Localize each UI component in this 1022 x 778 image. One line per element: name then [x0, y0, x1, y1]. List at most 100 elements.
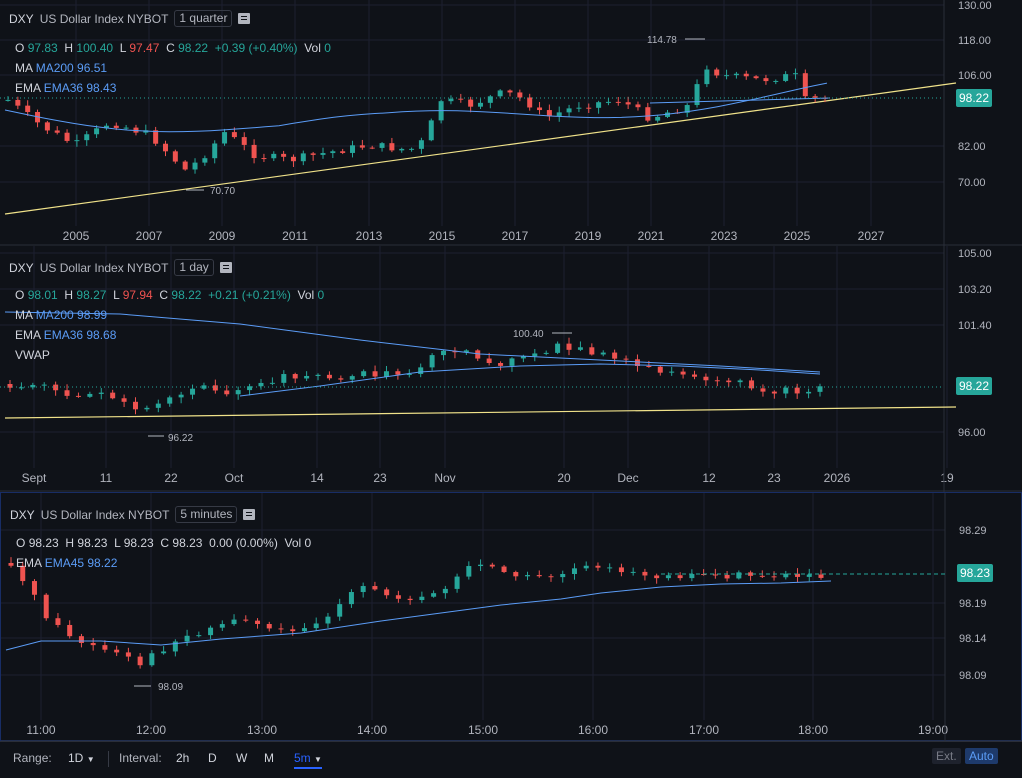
- candle-body: [383, 371, 389, 377]
- price-tag: 98.23: [957, 564, 994, 582]
- low-label: L: [113, 288, 120, 302]
- candle-body: [507, 90, 513, 93]
- y-axis-tick-label: 82.00: [958, 141, 986, 153]
- candle-body: [369, 147, 375, 149]
- chart-canvas-daily[interactable]: 105.00 103.20 101.40 96.00 Sept 11 22 Oct 14 23 No…: [0, 246, 1022, 492]
- candle-body: [792, 73, 798, 75]
- interval-m[interactable]: M: [264, 751, 274, 765]
- symbol-ticker[interactable]: DXY: [9, 11, 34, 26]
- menu-icon[interactable]: [238, 13, 251, 24]
- candle-body: [395, 371, 401, 375]
- volume-value: 0: [317, 288, 325, 302]
- x-axis-tick-label: 2013: [356, 229, 383, 243]
- candle-body: [389, 143, 395, 151]
- low-value: 98.23: [123, 536, 154, 550]
- x-axis-tick-label: 22: [164, 471, 178, 485]
- candle-body: [726, 380, 732, 383]
- candle-body: [714, 380, 720, 382]
- candle-body: [87, 393, 93, 397]
- chart-canvas-quarterly[interactable]: 130.00 118.00 106.00 82.00 70.00 2005 2007 2009…: [0, 0, 1022, 246]
- range-value: 1D: [68, 751, 84, 765]
- candle-body: [271, 153, 277, 159]
- auto-scale-button[interactable]: Auto: [965, 748, 998, 764]
- candle-body: [684, 105, 690, 113]
- symbol-ticker[interactable]: DXY: [10, 507, 35, 522]
- chart-canvas-intraday[interactable]: 98.29 98.19 98.14 98.09 11:00 12:00 13:00 14:00…: [1, 493, 1022, 742]
- candle-body: [712, 574, 718, 576]
- chart-panel-quarterly[interactable]: 130.00 118.00 106.00 82.00 70.00 2005 2007 2009…: [0, 0, 1022, 246]
- candle-body: [292, 374, 298, 379]
- ema36-line: [649, 97, 831, 104]
- candle-body: [360, 586, 366, 593]
- candle-body: [178, 394, 184, 398]
- candle-body: [605, 101, 611, 103]
- indicator-label: VWAP: [15, 348, 50, 362]
- symbol-ticker[interactable]: DXY: [9, 260, 34, 275]
- low-marker-label: 96.22: [168, 433, 193, 444]
- candle-body: [149, 653, 155, 666]
- candle-body: [635, 104, 641, 108]
- candle-body: [566, 108, 572, 113]
- indicator-ma[interactable]: MA MA200 98.99: [15, 305, 324, 325]
- candle-body: [153, 130, 159, 144]
- open-label: O: [15, 288, 25, 302]
- extended-hours-button[interactable]: Ext.: [932, 748, 961, 764]
- candle-body: [266, 623, 272, 629]
- candle-body: [733, 73, 739, 76]
- candle-body: [475, 350, 481, 359]
- candle-body: [501, 566, 507, 573]
- candle-body: [281, 374, 287, 383]
- interval-d[interactable]: D: [208, 751, 217, 765]
- candle-body: [477, 102, 483, 107]
- candle-body: [231, 619, 237, 625]
- trend-line: [4, 406, 957, 419]
- candle-body: [212, 385, 218, 391]
- open-value: 98.23: [28, 536, 59, 550]
- candle-body: [255, 620, 261, 624]
- candle-body: [773, 80, 779, 82]
- candle-body: [231, 132, 237, 138]
- indicator-ema[interactable]: EMA EMA36 98.68: [15, 325, 324, 345]
- indicator-ma[interactable]: MA MA200 96.51: [15, 58, 331, 78]
- indicator-vwap[interactable]: VWAP: [15, 345, 324, 365]
- candle-body: [348, 592, 354, 605]
- x-axis-tick-label: 2017: [502, 229, 529, 243]
- timeframe-badge[interactable]: 1 quarter: [174, 10, 233, 27]
- interval-w[interactable]: W: [236, 751, 248, 765]
- candle-body: [102, 645, 108, 650]
- candle-body: [7, 384, 13, 388]
- x-axis-tick-label: 11: [100, 471, 113, 485]
- indicator-ema[interactable]: EMA EMA45 98.22: [16, 553, 311, 573]
- menu-icon[interactable]: [243, 509, 256, 520]
- timeframe-badge[interactable]: 1 day: [174, 259, 214, 276]
- candle-body: [458, 98, 464, 100]
- low-value: 97.94: [122, 288, 153, 302]
- candle-body: [290, 629, 296, 632]
- candle-body: [162, 143, 168, 152]
- y-axis-tick-label: 70.00: [958, 177, 986, 189]
- y-axis-tick-label: 103.20: [958, 284, 992, 296]
- candle-body: [251, 144, 257, 159]
- chart-panel-intraday[interactable]: 98.29 98.19 98.14 98.09 11:00 12:00 13:00 14:00…: [0, 492, 1022, 742]
- range-dropdown[interactable]: 1D ▼: [68, 751, 95, 765]
- y-axis-tick-label: 98.19: [959, 598, 987, 610]
- candle-body: [182, 161, 188, 170]
- candle-body: [743, 73, 749, 77]
- candle-body: [41, 384, 47, 386]
- high-label: H: [65, 536, 75, 550]
- price-tag: 98.22: [956, 377, 993, 395]
- menu-icon[interactable]: [219, 262, 232, 273]
- indicator-ema[interactable]: EMA EMA36 98.43: [15, 78, 331, 98]
- candle-body: [172, 641, 178, 652]
- candle-body: [795, 573, 801, 577]
- candle-body: [313, 623, 319, 629]
- candle-body: [407, 598, 413, 601]
- interval-2h[interactable]: 2h: [176, 751, 190, 765]
- timeframe-badge[interactable]: 5 minutes: [175, 506, 238, 523]
- high-label: H: [64, 41, 74, 55]
- candle-body: [548, 576, 554, 578]
- interval-5m[interactable]: 5m ▼: [294, 751, 322, 769]
- candle-body: [337, 604, 343, 617]
- indicator-label: MA: [15, 308, 33, 322]
- chart-panel-daily[interactable]: 105.00 103.20 101.40 96.00 Sept 11 22 Oct 14 23 No…: [0, 246, 1022, 492]
